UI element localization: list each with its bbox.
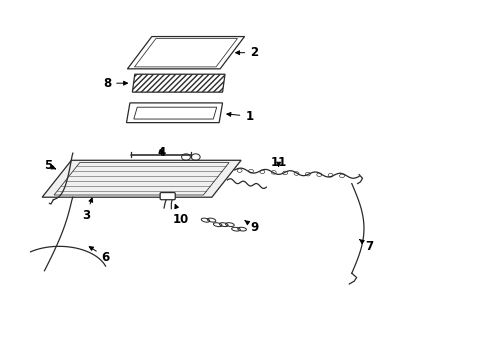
Text: 2: 2 xyxy=(235,46,258,59)
Text: 1: 1 xyxy=(226,110,253,123)
Text: 6: 6 xyxy=(89,247,109,264)
Polygon shape xyxy=(132,74,224,92)
Polygon shape xyxy=(126,103,222,123)
Text: 5: 5 xyxy=(44,159,56,172)
Text: 4: 4 xyxy=(157,145,165,158)
FancyBboxPatch shape xyxy=(160,193,175,200)
Polygon shape xyxy=(42,160,241,197)
Text: 8: 8 xyxy=(102,77,127,90)
Text: 7: 7 xyxy=(359,239,372,253)
Text: 9: 9 xyxy=(244,221,258,234)
Text: 3: 3 xyxy=(82,198,93,222)
Text: 11: 11 xyxy=(270,156,286,169)
Text: 10: 10 xyxy=(173,204,189,226)
